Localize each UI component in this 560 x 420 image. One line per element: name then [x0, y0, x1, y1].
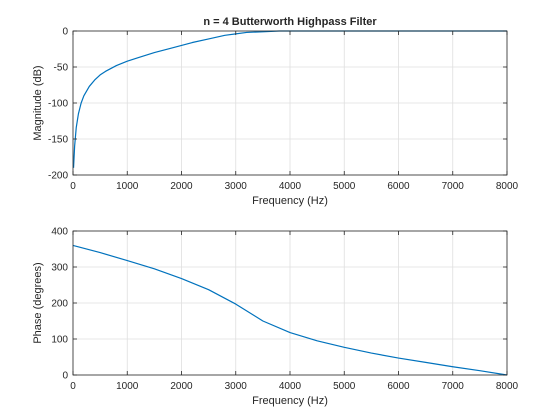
x-axis-label: Frequency (Hz)	[252, 195, 328, 207]
y-tick-label: 300	[51, 263, 68, 274]
x-tick-label: 1000	[116, 181, 139, 192]
x-tick-label: 3000	[225, 181, 248, 192]
x-tick-label: 2000	[170, 181, 193, 192]
y-tick-label: 0	[62, 371, 68, 382]
x-tick-label: 6000	[387, 381, 410, 392]
magnitude-plot: 0 1000 2000 3000 4000 5000 6000 7000 8000 -200 -15…	[32, 16, 519, 207]
x-tick-label: 4000	[279, 381, 302, 392]
y-tick-label: -200	[48, 171, 68, 182]
x-tick-label: 6000	[387, 181, 410, 192]
x-tick-label: 4000	[279, 181, 302, 192]
x-tick-label: 1000	[116, 381, 139, 392]
phase-plot: 0 1000 2000 3000 4000 5000 6000 7000 8000 0 100 200…	[32, 227, 519, 408]
series-line	[72, 244, 508, 376]
x-tick-label: 0	[70, 181, 76, 192]
y-tick-label: -100	[48, 99, 68, 110]
chart-title: n = 4 Butterworth Highpass Filter	[203, 16, 377, 28]
y-tick-label: 0	[62, 27, 68, 38]
y-axis-label: Phase (degrees)	[32, 262, 44, 343]
x-tick-label: 3000	[225, 381, 248, 392]
x-tick-label: 2000	[170, 381, 193, 392]
x-tick-label: 7000	[442, 181, 465, 192]
y-tick-label: 400	[51, 227, 68, 238]
y-tick-label: -150	[48, 135, 68, 146]
x-tick-label: 8000	[496, 381, 519, 392]
x-axis-label: Frequency (Hz)	[252, 395, 328, 407]
y-tick-label: -50	[54, 63, 69, 74]
x-tick-label: 8000	[496, 181, 519, 192]
y-axis-label: Magnitude (dB)	[32, 65, 44, 140]
x-tick-label: 0	[70, 381, 76, 392]
x-tick-label: 5000	[333, 181, 356, 192]
x-tick-label: 5000	[333, 381, 356, 392]
x-tick-label: 7000	[442, 381, 465, 392]
y-tick-label: 100	[51, 335, 68, 346]
y-tick-label: 200	[51, 299, 68, 310]
